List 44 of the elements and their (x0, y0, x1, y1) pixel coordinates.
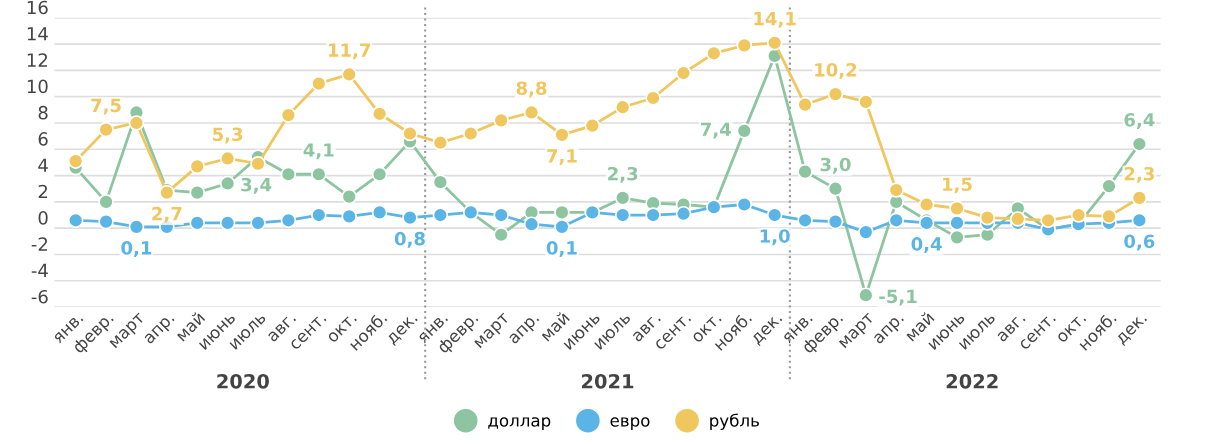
data-label: 0,4 (911, 237, 942, 254)
y-tick-label: 0 (38, 211, 48, 225)
data-label: 6,4 (1124, 112, 1155, 129)
data-label: 14,1 (754, 11, 796, 28)
y-tick-label: 2 (38, 184, 48, 199)
data-label: 10,2 (815, 63, 857, 79)
x-tick-label: апр. (143, 313, 177, 347)
y-tick-label: 10 (27, 79, 48, 94)
x-tick-label: апр. (508, 313, 542, 347)
data-label: 1,0 (760, 229, 790, 246)
y-tick-label: 8 (38, 105, 48, 120)
y-tick-label: -4 (31, 263, 48, 277)
data-label: 8,8 (516, 81, 547, 98)
data-label: 2,3 (1124, 166, 1154, 183)
y-tick-label: -2 (31, 237, 48, 251)
data-label: -5,1 (879, 289, 917, 306)
legend-label: доллар (488, 417, 551, 430)
data-label: 2,7 (152, 206, 182, 223)
data-label: 4,1 (303, 143, 334, 160)
text: 2021 (582, 373, 634, 389)
y-tick-label: 4 (38, 158, 48, 172)
data-label: 3,4 (241, 177, 272, 194)
text: 2022 (946, 373, 998, 389)
y-tick-label: 6 (38, 132, 48, 146)
legend-label: рубль (710, 413, 759, 430)
data-label: 1,5 (943, 177, 972, 194)
data-label: 2,3 (608, 166, 638, 183)
data-label: 0,1 (121, 241, 152, 258)
text: 2020 (217, 373, 269, 389)
data-label: 7,1 (547, 149, 577, 165)
data-label: 0,6 (1124, 234, 1155, 251)
data-label: 11,7 (328, 43, 371, 60)
data-label: 0,1 (546, 241, 577, 258)
data-label: 7,5 (91, 98, 121, 115)
y-tick-label: -6 (31, 289, 48, 304)
data-label: 3,0 (820, 157, 851, 174)
x-tick-label: апр. (873, 313, 907, 347)
data-label: 7,4 (701, 122, 731, 139)
legend-label: евро (610, 417, 650, 430)
y-tick-label: 14 (27, 27, 48, 41)
data-label: 5,3 (213, 127, 243, 144)
y-tick-label: 12 (27, 53, 48, 67)
data-label: 0,8 (394, 231, 425, 248)
y-tick-label: 16 (27, 0, 48, 15)
